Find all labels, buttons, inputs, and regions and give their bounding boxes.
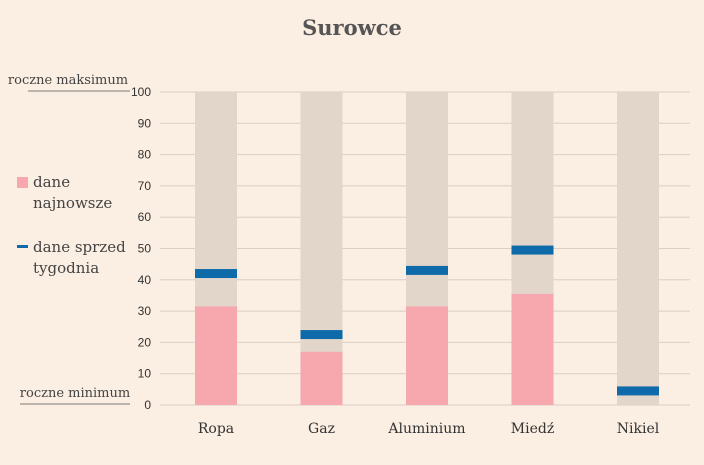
marker-previous [195, 269, 237, 279]
y-tick-label: 10 [138, 367, 152, 381]
legend-label-previous-line1: dane sprzed [33, 238, 126, 256]
bar-latest [511, 293, 554, 405]
legend-label-previous-line2: tygodnia [33, 259, 99, 277]
y-tick-label: 30 [138, 304, 152, 318]
marker-previous [300, 330, 343, 340]
marker-previous [406, 265, 448, 275]
y-tick-label: 100 [131, 85, 151, 99]
range-bar [617, 92, 659, 405]
x-tick-label: Ropa [198, 421, 234, 437]
axis-note-bottom: roczne minimum [20, 386, 130, 405]
y-tick-label: 90 [138, 116, 152, 130]
y-axis-ticks: 0 10 20 30 40 50 60 70 80 90 100 [131, 85, 151, 412]
axis-note-top: roczne maksimum [8, 73, 130, 92]
legend-swatch-previous [17, 245, 28, 248]
legend-label-latest-line2: najnowsze [33, 194, 112, 212]
x-axis-labels: Ropa Gaz Aluminium Miedź Nikiel [198, 421, 660, 437]
y-tick-label: 40 [138, 273, 152, 287]
x-tick-label: Miedź [511, 421, 554, 437]
x-tick-label: Aluminium [387, 421, 465, 437]
y-tick-label: 80 [138, 148, 152, 162]
y-tick-label: 20 [138, 335, 152, 349]
bar-latest [195, 306, 237, 405]
chart-title: Surowce [302, 15, 402, 40]
legend-swatch-latest [17, 177, 28, 188]
y-tick-label: 50 [138, 242, 152, 256]
bar-latest [300, 351, 343, 405]
legend: dane najnowsze dane sprzed tygodnia [17, 173, 126, 277]
x-tick-label: Nikiel [617, 421, 660, 437]
x-tick-label: Gaz [308, 421, 335, 437]
axis-note-min-label: roczne minimum [20, 386, 130, 401]
axis-note-max-label: roczne maksimum [8, 73, 128, 88]
y-tick-label: 70 [138, 179, 152, 193]
y-tick-label: 0 [144, 398, 151, 412]
marker-previous [511, 245, 554, 255]
bars [195, 92, 659, 405]
legend-label-latest-line1: dane [33, 173, 70, 191]
y-tick-label: 60 [138, 210, 152, 224]
bar-latest [406, 306, 448, 405]
marker-previous [617, 386, 659, 396]
